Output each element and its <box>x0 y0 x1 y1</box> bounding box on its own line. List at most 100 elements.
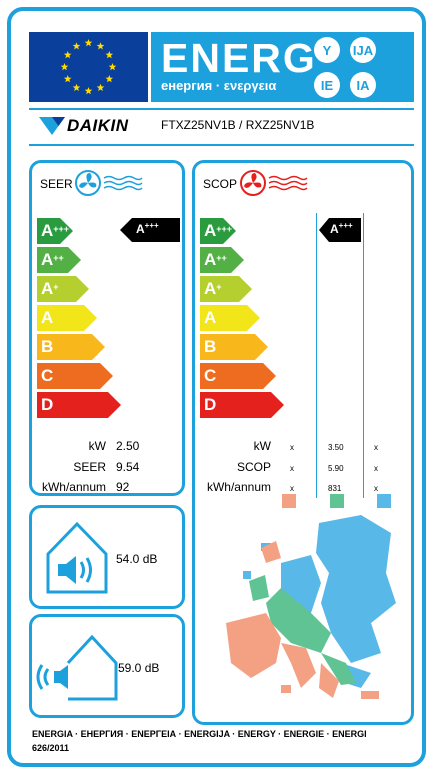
zone-average-swatch <box>330 494 344 508</box>
eu-star-icon <box>72 83 81 92</box>
seer-rating-indicator: A+++ <box>120 218 180 242</box>
lang-circle-ija: IJA <box>350 37 376 63</box>
scop-class-letter: A <box>204 308 217 327</box>
lang-circle-ia: IA <box>350 72 376 98</box>
seer-row-value: 2.50 <box>116 439 140 453</box>
scop-class-plus: +++ <box>216 224 233 234</box>
label-frame <box>7 7 426 767</box>
seer-class-letter: A <box>41 279 54 298</box>
scop-class-arrow: C <box>200 363 276 389</box>
scop-class-arrow: A+ <box>200 276 252 302</box>
scop-warm-value: x <box>374 484 378 493</box>
seer-class-letter: B <box>41 337 54 356</box>
seer-class-arrow: A <box>37 305 97 331</box>
indoor-noise-panel: 54.0 dB <box>29 505 185 609</box>
eu-star-icon <box>108 63 117 71</box>
scop-rating-sup: +++ <box>338 221 353 230</box>
daikin-logo-icon <box>39 117 65 140</box>
energy-title: ENERG <box>161 35 317 81</box>
scop-row-label: kWh/annum <box>206 480 271 494</box>
scop-cold-value: x <box>290 464 294 473</box>
seer-class-arrow: A+ <box>37 276 89 302</box>
brand-bar: DAIKIN FTXZ25NV1B / RXZ25NV1B <box>29 108 414 146</box>
eu-star-icon <box>72 42 81 50</box>
seer-class-letter: A <box>41 221 54 240</box>
scop-title: SCOP <box>203 177 238 191</box>
indoor-noise-value: 54.0 dB <box>116 552 158 566</box>
eu-star-icon <box>63 75 72 83</box>
speaker-outdoor-icon <box>36 627 120 710</box>
eu-star-icon <box>63 51 72 59</box>
seer-class-plus: + <box>53 282 59 292</box>
seer-rating-sup: +++ <box>144 221 159 230</box>
fan-cool-icon <box>74 169 144 202</box>
scop-class-arrow: A++ <box>200 247 244 273</box>
scop-class-arrow: A+++ <box>200 218 236 244</box>
seer-title: SEER <box>40 177 73 191</box>
eu-star-icon <box>105 75 114 83</box>
seer-class-plus: ++ <box>53 253 64 263</box>
scop-class-letter: B <box>204 337 217 356</box>
scop-panel: SCOP A+++ A++ A+ A B C D A+++ kW x 3.50 x SCOP… <box>192 160 414 725</box>
scop-average-value: 3.50 <box>328 443 344 452</box>
seer-class-arrow: D <box>37 392 121 418</box>
scop-class-plus: ++ <box>216 253 227 263</box>
eu-star-icon <box>84 87 93 95</box>
scop-class-letter: C <box>204 366 217 385</box>
speaker-indoor-icon <box>42 518 112 601</box>
scop-class-letter: A <box>204 221 217 240</box>
scop-row-label: kW <box>253 439 271 453</box>
model-number: FTXZ25NV1B / RXZ25NV1B <box>161 118 315 132</box>
seer-panel: SEER A+++ A++ A+ A B C D A+++ kW 2.50 SEER 9.5… <box>29 160 185 496</box>
eu-flag-icon <box>29 32 148 102</box>
energy-header: ENERG енергия · ενεργεια Y IJA IE IA <box>151 32 414 102</box>
seer-class-arrow: A++ <box>37 247 81 273</box>
footer-languages: ENERGIA · ЕНЕРГИЯ · ΕΝΕΡΓΕΙΑ · ENERGIJA … <box>32 729 367 739</box>
outdoor-noise-panel: 59.0 dB <box>29 614 185 718</box>
brand-name: DAIKIN <box>67 116 129 135</box>
scop-cold-value: x <box>290 443 294 452</box>
scop-row-label: SCOP <box>236 460 271 474</box>
scop-class-arrow: B <box>200 334 268 360</box>
seer-row-label: kW <box>88 439 106 453</box>
europe-map-icon <box>221 513 401 708</box>
fan-heat-icon <box>239 169 309 202</box>
seer-class-letter: A <box>41 308 54 327</box>
scop-class-plus: + <box>216 282 222 292</box>
scop-average-value: 831 <box>328 484 342 493</box>
eu-star-icon <box>96 42 105 50</box>
scop-class-arrow: D <box>200 392 284 418</box>
eu-star-icon <box>60 63 69 71</box>
seer-rating-base: A <box>136 222 145 236</box>
scop-class-letter: A <box>204 250 217 269</box>
zone-divider <box>316 213 317 498</box>
zone-warmer-swatch <box>377 494 391 508</box>
seer-class-letter: C <box>41 366 54 385</box>
scop-warm-value: x <box>374 443 378 452</box>
lang-circle-ie: IE <box>314 72 340 98</box>
scop-rating-base: A <box>330 222 339 236</box>
seer-class-arrow: C <box>37 363 113 389</box>
seer-row-value: 92 <box>116 480 130 494</box>
seer-row-label: kWh/annum <box>41 480 106 494</box>
scop-class-letter: A <box>204 279 217 298</box>
zone-colder-swatch <box>282 494 296 508</box>
zone-divider <box>363 213 364 498</box>
eu-star-icon <box>84 39 93 47</box>
lang-circle-y: Y <box>314 37 340 63</box>
scop-warm-value: x <box>374 464 378 473</box>
seer-class-plus: +++ <box>53 224 70 234</box>
scop-rating-indicator: A+++ <box>319 218 361 242</box>
scop-average-value: 5.90 <box>328 464 344 473</box>
scop-class-arrow: A <box>200 305 260 331</box>
eu-star-icon <box>96 83 105 92</box>
footer-regulation: 626/2011 <box>32 743 70 753</box>
outdoor-noise-value: 59.0 dB <box>118 661 160 675</box>
seer-class-arrow: A+++ <box>37 218 73 244</box>
seer-row-value: 9.54 <box>116 460 140 474</box>
seer-class-letter: A <box>41 250 54 269</box>
energy-subtitle: енергия · ενεργεια <box>161 78 277 93</box>
seer-class-arrow: B <box>37 334 105 360</box>
eu-star-icon <box>105 51 114 59</box>
seer-class-letter: D <box>41 395 54 414</box>
